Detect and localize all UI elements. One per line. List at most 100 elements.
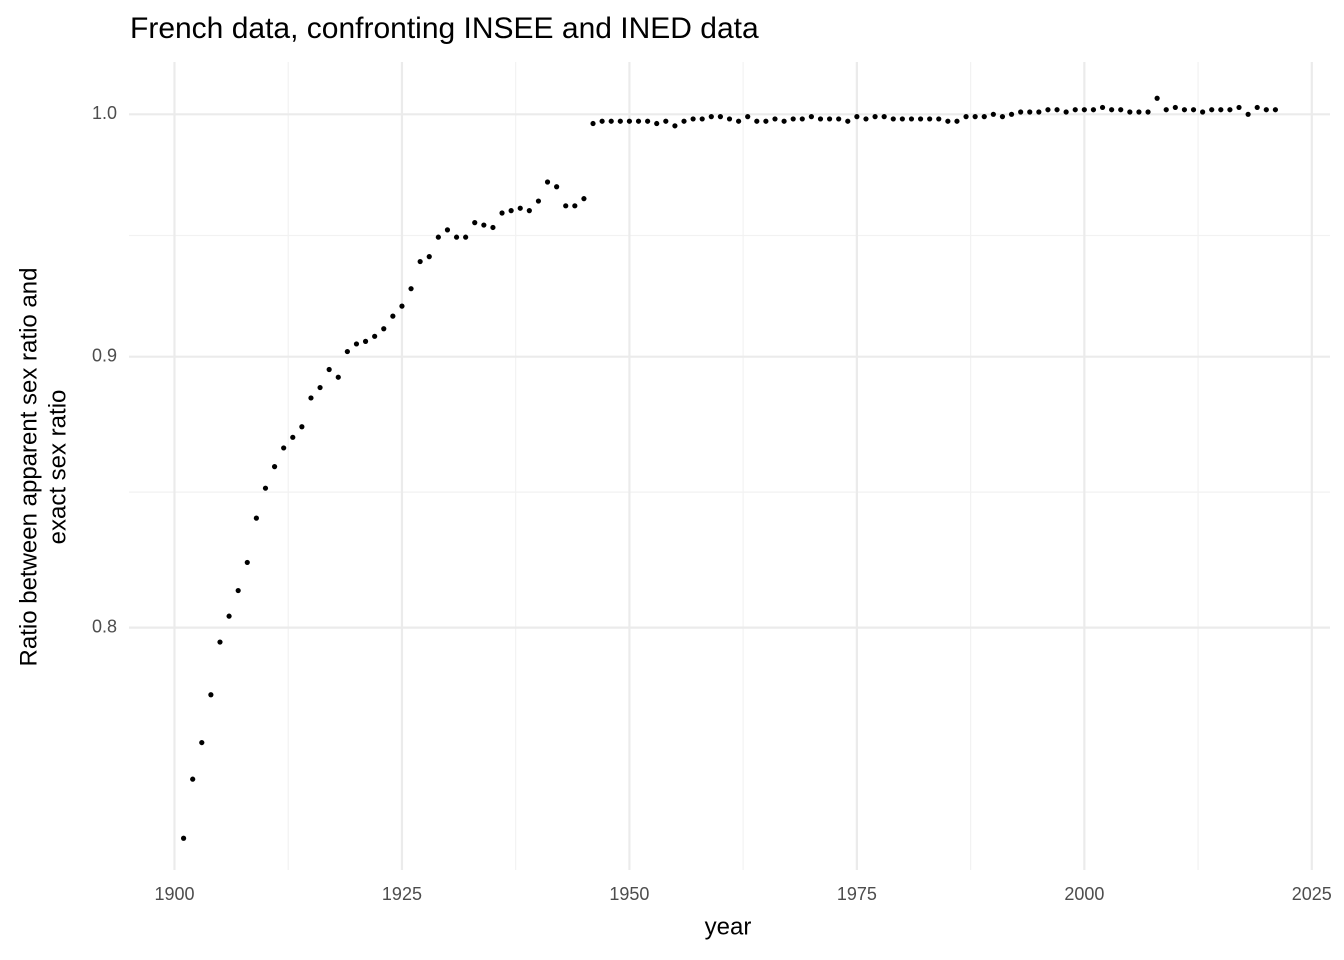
point (654, 120, 660, 127)
y-tick-label: 0.9 (92, 345, 117, 365)
point (344, 348, 350, 355)
point (1118, 107, 1124, 113)
point (1254, 104, 1260, 111)
point (1236, 104, 1242, 111)
x-tick-label: 1975 (837, 884, 877, 904)
point (290, 434, 296, 440)
point (244, 559, 250, 566)
point (1072, 107, 1078, 113)
point (799, 116, 805, 122)
point (1008, 111, 1015, 117)
point (863, 116, 869, 122)
point (899, 116, 905, 122)
point (1136, 109, 1142, 115)
point (326, 366, 332, 373)
point (490, 224, 496, 231)
point (426, 254, 432, 260)
point (535, 198, 542, 204)
point (526, 208, 532, 214)
point (854, 114, 860, 120)
point (226, 613, 232, 619)
point (999, 114, 1006, 120)
point (1127, 109, 1133, 115)
point (417, 258, 423, 265)
point (936, 116, 942, 122)
point (735, 118, 742, 124)
point (1172, 104, 1178, 111)
point (1090, 107, 1097, 113)
point (1099, 104, 1106, 111)
point (681, 118, 687, 124)
point (308, 395, 314, 401)
point (1272, 107, 1279, 113)
point (927, 116, 933, 122)
point (599, 118, 605, 124)
point (608, 118, 614, 124)
point (972, 114, 978, 120)
y-tick-label: 0.8 (92, 616, 117, 636)
grid (129, 62, 1330, 870)
point (1027, 109, 1033, 115)
x-tick-label: 2025 (1292, 884, 1332, 904)
point (790, 116, 796, 122)
point (1245, 111, 1251, 117)
x-tick-label: 1950 (609, 884, 649, 904)
point (372, 333, 378, 339)
point (299, 424, 305, 430)
point (508, 208, 514, 214)
point (554, 184, 560, 190)
point (390, 313, 396, 319)
point (271, 464, 278, 470)
point (590, 120, 596, 127)
point (472, 220, 478, 226)
point (845, 118, 851, 124)
point (1218, 107, 1224, 113)
point (708, 114, 714, 120)
point (617, 118, 623, 124)
point (917, 116, 924, 122)
point (1190, 107, 1197, 113)
point (881, 114, 887, 120)
point (517, 205, 523, 211)
point (1045, 107, 1051, 113)
point (1054, 107, 1060, 113)
point (1263, 107, 1269, 113)
point (463, 234, 469, 240)
y-tick-label: 1.0 (92, 103, 117, 123)
x-axis-title: year (705, 913, 752, 940)
point (572, 203, 578, 209)
point (745, 114, 751, 120)
point (1145, 109, 1151, 115)
point (435, 234, 441, 240)
point (635, 118, 642, 124)
point (872, 114, 878, 120)
x-tick-label: 1925 (382, 884, 422, 904)
point (1154, 95, 1160, 101)
point (281, 445, 287, 451)
point (1200, 109, 1206, 115)
point (663, 118, 669, 124)
point (217, 639, 223, 645)
point (208, 692, 214, 698)
point (908, 116, 915, 122)
point (1036, 109, 1042, 115)
point (672, 123, 678, 129)
point (262, 485, 269, 491)
point (890, 116, 896, 122)
point (954, 118, 960, 124)
point (626, 118, 633, 124)
point (353, 341, 360, 347)
point (945, 118, 951, 124)
point (399, 303, 405, 309)
point (235, 587, 241, 594)
y-axis-title: exact sex ratio (44, 390, 71, 545)
point (499, 210, 505, 216)
point (772, 116, 778, 122)
point (826, 116, 833, 122)
y-axis-title: Ratio between apparent sex ratio and (15, 268, 42, 667)
point (717, 114, 724, 120)
point (781, 118, 787, 124)
point (563, 203, 569, 209)
point (645, 118, 651, 124)
point (199, 739, 205, 746)
